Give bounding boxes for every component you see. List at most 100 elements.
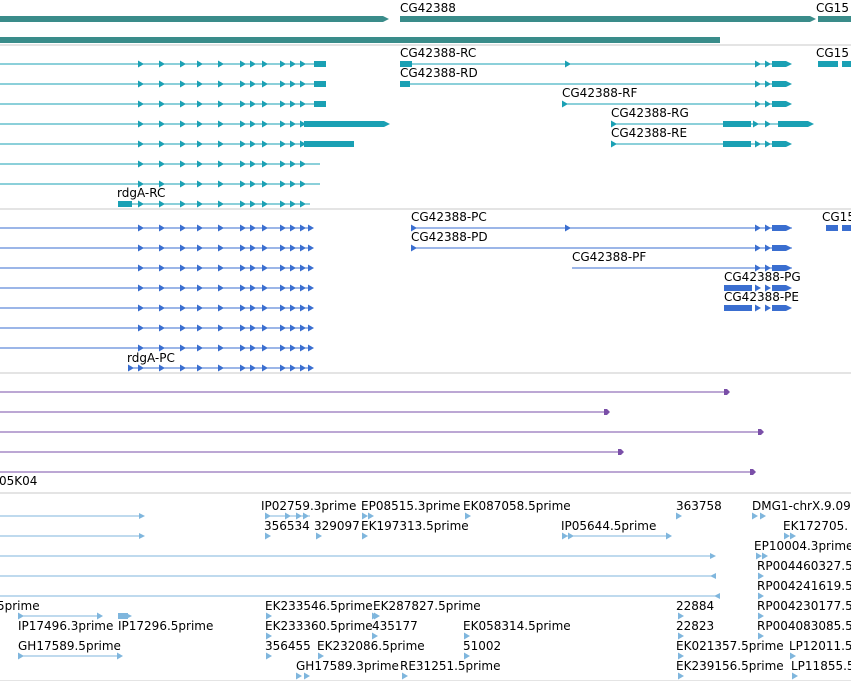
gene-bar xyxy=(0,37,720,43)
strand-arrow xyxy=(180,120,186,128)
strand-arrow xyxy=(180,344,186,352)
strand-arrow xyxy=(308,304,314,312)
strand-arrow xyxy=(755,140,761,148)
strand-arrow xyxy=(765,284,771,292)
strand-arrow xyxy=(300,80,306,88)
strand-arrow xyxy=(180,284,186,292)
strand-arrow xyxy=(710,553,716,559)
strand-arrow xyxy=(262,244,268,252)
strand-arrow xyxy=(138,200,144,208)
strand-arrow xyxy=(300,100,306,108)
strand-arrow xyxy=(300,344,306,352)
strand-arrow xyxy=(180,364,186,372)
feature-label: IP17496.3prime xyxy=(18,619,113,633)
strand-arrow xyxy=(290,284,296,292)
strand-arrow xyxy=(758,592,764,600)
strand-arrow xyxy=(138,100,144,108)
exon-block xyxy=(118,201,132,207)
strand-arrow xyxy=(464,652,470,660)
protein-track: rdgA-PC CG42388-PC CG42388-PD CG42388-PF CG4… xyxy=(0,210,851,372)
strand-arrow xyxy=(362,512,368,520)
strand-arrow xyxy=(265,512,271,520)
strand-arrow xyxy=(262,344,268,352)
feature-label: LP12011.5 xyxy=(789,639,851,653)
strand-arrow xyxy=(128,364,134,372)
strand-arrow xyxy=(755,284,761,292)
strand-arrow xyxy=(678,612,684,620)
feature-label: EK232086.5prime xyxy=(317,639,425,653)
strand-arrow xyxy=(250,284,256,292)
strand-arrow xyxy=(280,60,286,68)
strand-arrow xyxy=(300,264,306,272)
feature-label: CG42388-RC xyxy=(400,46,476,60)
strand-arrow xyxy=(240,364,246,372)
strand-arrow xyxy=(138,120,144,128)
exon-block xyxy=(724,305,752,311)
strand-arrow xyxy=(180,160,186,168)
strand-arrow xyxy=(320,81,326,87)
strand-arrow xyxy=(180,324,186,332)
strand-arrow xyxy=(218,100,224,108)
feature-label: EK087058.5prime xyxy=(463,499,571,513)
strand-arrow xyxy=(218,120,224,128)
strand-arrow xyxy=(139,533,145,539)
strand-arrow xyxy=(790,532,796,540)
strand-arrow xyxy=(374,612,380,620)
strand-arrow xyxy=(710,573,716,579)
strand-arrow xyxy=(755,304,761,312)
feature-label: GH17589.3prime xyxy=(296,659,399,673)
strand-arrow xyxy=(218,244,224,252)
strand-arrow xyxy=(240,264,246,272)
strand-arrow xyxy=(296,672,302,680)
strand-arrow xyxy=(138,140,144,148)
strand-arrow xyxy=(755,264,761,272)
strand-arrow xyxy=(303,512,309,520)
strand-arrow xyxy=(250,224,256,232)
strand-arrow xyxy=(786,101,792,107)
strand-arrow xyxy=(250,344,256,352)
strand-arrow xyxy=(300,200,306,208)
strand-arrow xyxy=(180,304,186,312)
strand-arrow xyxy=(240,200,246,208)
feature-label: 435177 xyxy=(372,619,418,633)
strand-arrow xyxy=(240,244,246,252)
strand-arrow xyxy=(197,244,203,252)
strand-arrow xyxy=(262,60,268,68)
strand-arrow xyxy=(180,180,186,188)
exon-block xyxy=(772,305,786,311)
strand-arrow xyxy=(159,180,165,188)
strand-arrow xyxy=(218,224,224,232)
strand-arrow xyxy=(308,224,314,232)
strand-arrow xyxy=(714,593,720,599)
feature-label: RP004230177.5 xyxy=(757,599,851,613)
feature-label: EK172705. xyxy=(783,519,848,533)
strand-arrow xyxy=(262,304,268,312)
track-dividers xyxy=(0,44,851,681)
strand-arrow xyxy=(250,180,256,188)
strand-arrow xyxy=(138,224,144,232)
strand-arrow xyxy=(159,100,165,108)
strand-arrow xyxy=(262,200,268,208)
strand-arrow xyxy=(300,284,306,292)
strand-arrow xyxy=(218,160,224,168)
strand-arrow xyxy=(197,80,203,88)
strand-arrow xyxy=(250,324,256,332)
strand-arrow xyxy=(786,61,792,67)
strand-arrow xyxy=(755,80,761,88)
strand-arrow xyxy=(308,324,314,332)
strand-arrow xyxy=(290,304,296,312)
strand-arrow xyxy=(765,264,771,272)
feature-label: CG42388-PF xyxy=(572,250,646,264)
strand-arrow xyxy=(262,140,268,148)
strand-arrow xyxy=(250,60,256,68)
strand-arrow xyxy=(765,60,771,68)
strand-arrow xyxy=(159,80,165,88)
strand-arrow xyxy=(786,225,792,231)
exon-block xyxy=(723,141,751,147)
feature-label: IP02759.3prime xyxy=(261,499,356,513)
strand-arrow xyxy=(197,264,203,272)
strand-arrow xyxy=(758,572,764,580)
strand-arrow xyxy=(159,200,165,208)
gene-bar xyxy=(0,16,383,22)
strand-arrow xyxy=(240,304,246,312)
